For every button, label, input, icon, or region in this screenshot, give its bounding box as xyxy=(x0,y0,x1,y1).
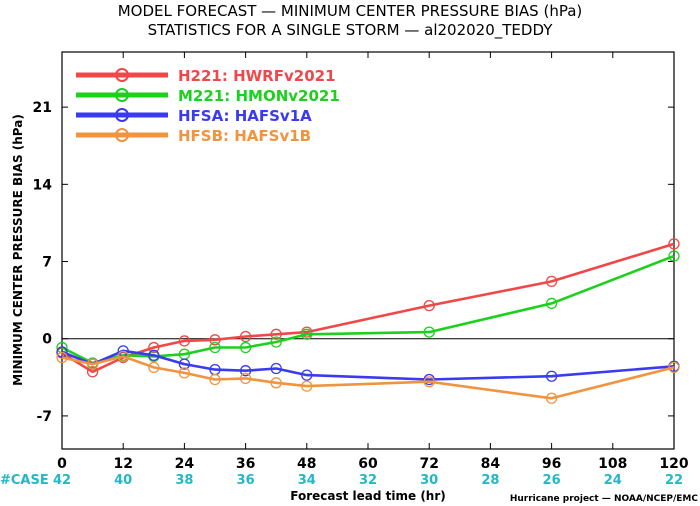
data-point xyxy=(270,336,282,348)
legend: H221: HWRFv2021 M221: HMONv2021 HFSA: HAFS… xyxy=(76,67,340,145)
data-point xyxy=(545,370,558,382)
legend-item: M221: HMONv2021 xyxy=(76,87,340,105)
data-point xyxy=(668,361,680,374)
x-tick-label: 24 xyxy=(175,456,195,472)
data-point xyxy=(545,392,558,404)
x-tick-label: 72 xyxy=(419,456,438,472)
case-count: 26 xyxy=(543,473,561,488)
data-point xyxy=(117,350,129,363)
data-point xyxy=(178,335,191,347)
data-point xyxy=(148,361,160,374)
x-tick-label: 120 xyxy=(659,456,688,472)
data-point xyxy=(423,326,435,338)
x-axis-label: Forecast lead time (hr) xyxy=(290,489,446,503)
data-point xyxy=(668,250,680,262)
x-tick-label: 60 xyxy=(358,456,378,472)
legend-label: HFSB: HAFSv1B xyxy=(178,127,311,145)
y-tick-label: 7 xyxy=(42,255,52,271)
data-point xyxy=(301,328,313,340)
data-point xyxy=(423,376,435,388)
data-point xyxy=(178,358,191,370)
case-count: 22 xyxy=(665,473,683,488)
series-line xyxy=(61,349,675,381)
data-point xyxy=(239,330,252,343)
data-point xyxy=(239,365,252,377)
legend-marker xyxy=(115,88,129,102)
data-point xyxy=(56,346,68,358)
data-point xyxy=(270,328,282,340)
x-tick-label: 48 xyxy=(297,456,316,472)
legend-item: H221: HWRFv2021 xyxy=(76,67,336,85)
case-count: 32 xyxy=(359,473,377,488)
x-tick-label: 96 xyxy=(542,456,561,472)
data-point xyxy=(301,380,313,392)
case-label: #CASE xyxy=(0,473,49,488)
legend-item: HFSA: HAFSv1A xyxy=(76,107,312,125)
y-tick-label: 14 xyxy=(33,177,53,193)
tick-layer: 0 12 24 36 48 60 72 84 96 108 120 -7 0 7 14 21 xyxy=(33,52,689,472)
data-point xyxy=(239,372,252,385)
case-count: 42 xyxy=(53,473,71,488)
series-layer xyxy=(56,238,680,404)
legend-item: HFSB: HAFSv1B xyxy=(76,127,311,145)
chart-title: MODEL FORECAST — MINIMUM CENTER PRESSURE… xyxy=(118,2,583,20)
case-count: 38 xyxy=(175,473,193,488)
data-point xyxy=(545,297,558,310)
data-point xyxy=(86,366,99,378)
legend-label: H221: HWRFv2021 xyxy=(178,67,336,85)
legend-label: M221: HMONv2021 xyxy=(178,87,340,105)
y-axis-label: MINIMUM CENTER PRESSURE BIAS (hPa) xyxy=(11,114,25,386)
x-tick-label: 84 xyxy=(481,456,501,472)
x-tick-label: 12 xyxy=(113,456,132,472)
data-point xyxy=(209,373,221,386)
series-4 xyxy=(56,350,680,404)
credit-text: Hurricane project — NOAA/NCEP/EMC xyxy=(510,494,699,504)
data-point xyxy=(209,341,221,354)
data-point xyxy=(148,349,160,361)
legend-marker xyxy=(115,68,129,82)
x-tick-label: 108 xyxy=(598,456,627,472)
case-count: 36 xyxy=(237,473,255,488)
case-count: 28 xyxy=(481,473,499,488)
data-point xyxy=(668,238,680,250)
case-count: 40 xyxy=(114,473,132,488)
data-point xyxy=(86,358,99,370)
case-count-row: 42 40 38 36 34 32 30 28 26 24 22 xyxy=(53,473,683,488)
data-point xyxy=(423,299,435,312)
y-tick-label: -7 xyxy=(36,409,52,425)
x-tick-label: 36 xyxy=(236,456,255,472)
case-count: 24 xyxy=(604,473,622,488)
data-point xyxy=(270,377,282,389)
y-tick-label: 21 xyxy=(33,100,52,116)
data-point xyxy=(56,351,68,364)
case-count: 34 xyxy=(298,473,316,488)
data-point xyxy=(545,275,558,288)
case-count: 30 xyxy=(420,473,438,488)
data-point xyxy=(209,334,221,346)
y-tick-label: 0 xyxy=(42,332,52,348)
legend-marker xyxy=(115,108,129,122)
legend-label: HFSA: HAFSv1A xyxy=(178,107,312,125)
x-tick-label: 0 xyxy=(57,456,67,472)
data-point xyxy=(301,369,313,381)
chart-subtitle: STATISTICS FOR A SINGLE STORM — al202020… xyxy=(148,21,554,40)
data-point xyxy=(148,341,160,354)
data-point xyxy=(270,362,282,375)
legend-marker xyxy=(115,128,129,142)
data-point xyxy=(178,367,191,379)
data-point xyxy=(239,341,252,354)
